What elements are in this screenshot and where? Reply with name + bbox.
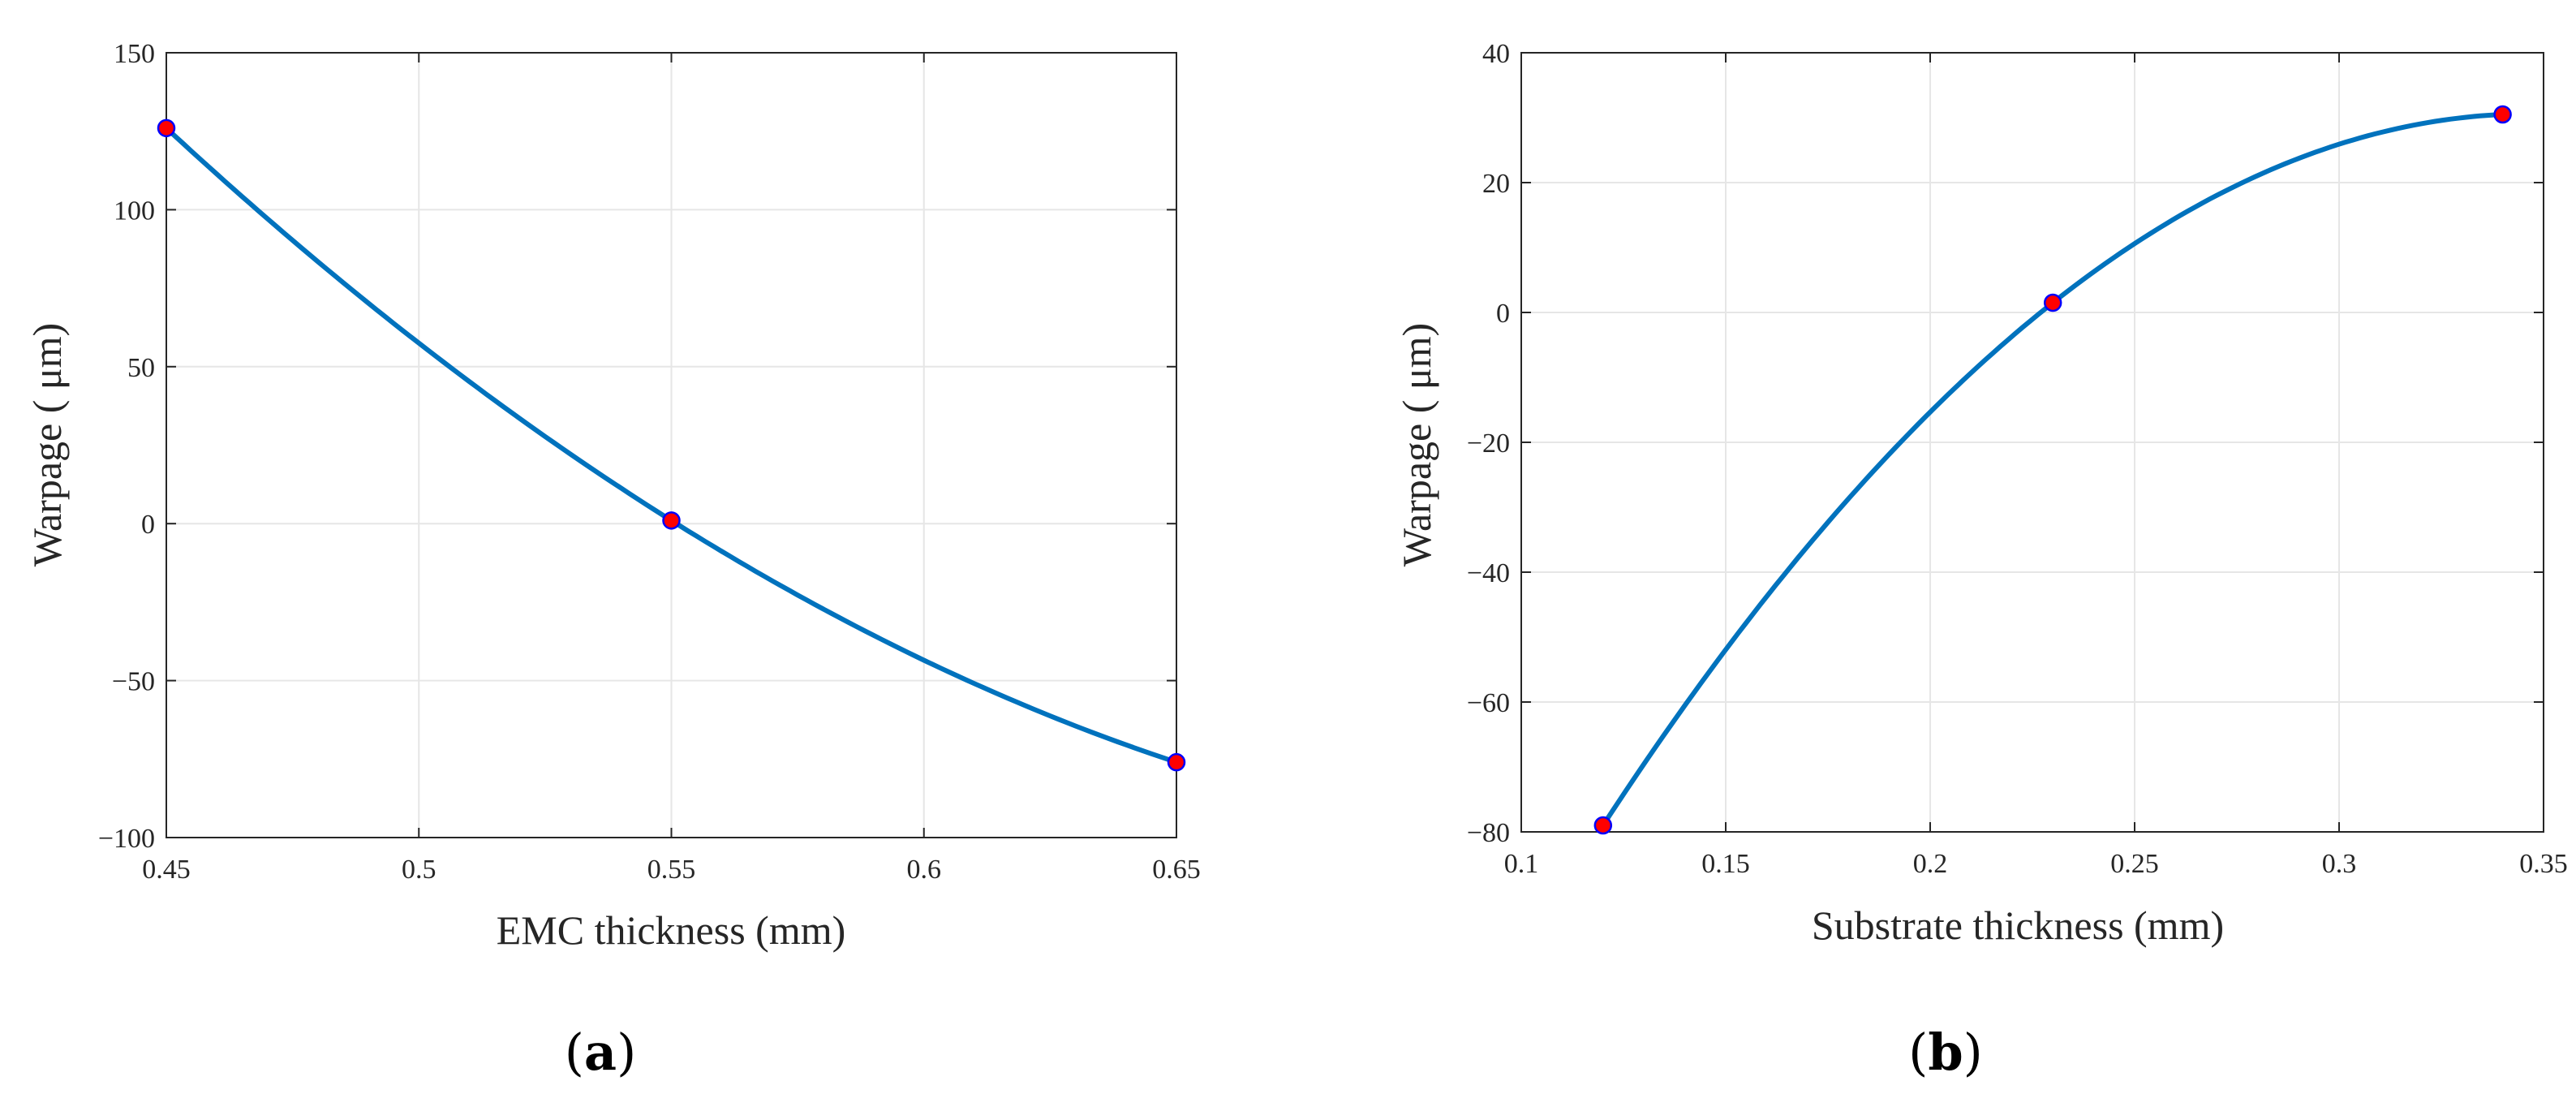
- chart-a-ytick-label: 150: [114, 39, 155, 69]
- chart-a-data-point: [662, 511, 681, 530]
- chart-a-ytick-label: 50: [127, 353, 155, 383]
- chart-b-grid: [1521, 53, 2544, 832]
- chart-b-ytick-label: −60: [1467, 688, 1510, 718]
- chart-b-ytick-label: 40: [1482, 39, 1510, 69]
- chart-b: 0.1 0.15 0.2 0.25 0.3 0.35 −80 −60 −40 −20 0 20 40 S…: [1394, 39, 2568, 1082]
- chart-a-xtick-label: 0.45: [142, 855, 191, 885]
- chart-b-xtick-label: 0.25: [2110, 849, 2159, 879]
- chart-a-markers: [157, 118, 1186, 772]
- chart-b-ytick-label: 0: [1496, 299, 1510, 329]
- chart-a-ytick-label: 0: [141, 510, 155, 540]
- chart-a-xtick-label: 0.65: [1152, 855, 1201, 885]
- panel-label-b-open: (: [1908, 1023, 1928, 1082]
- chart-a-xtick-label: 0.55: [647, 855, 696, 885]
- chart-a-ytick-label: −100: [98, 824, 155, 854]
- chart-b-xlabel: Substrate thickness (mm): [1812, 902, 2224, 948]
- panel-label-b: (b): [1908, 1023, 1983, 1082]
- chart-b-xtick-label: 0.3: [2322, 849, 2357, 879]
- chart-a-xtick-label: 0.5: [402, 855, 437, 885]
- chart-b-data-point: [2043, 293, 2062, 312]
- panel-label-a: (a): [565, 1023, 637, 1082]
- chart-a-data-point: [157, 118, 176, 138]
- chart-b-xtick-label: 0.2: [1913, 849, 1948, 879]
- chart-b-xtick-label: 0.35: [2519, 849, 2568, 879]
- chart-b-xtick-label: 0.1: [1504, 849, 1539, 879]
- panel-label-a-close: ): [617, 1023, 636, 1082]
- chart-a-grid: [166, 53, 1176, 838]
- chart-b-ytick-label: −80: [1467, 818, 1510, 848]
- chart-a-xtick-label: 0.6: [907, 855, 942, 885]
- chart-b-ylabel: Warpage ( μm): [1394, 323, 1439, 566]
- chart-a-xlabel: EMC thickness (mm): [497, 907, 846, 953]
- chart-b-data-point: [2493, 105, 2512, 124]
- chart-b-series-fit-line: [1600, 112, 2505, 828]
- chart-b-ytick-label: 20: [1482, 169, 1510, 199]
- chart-a-data-point: [1167, 752, 1186, 772]
- panel-label-b-letter: b: [1928, 1023, 1963, 1082]
- chart-b-ytick-label: −40: [1467, 558, 1510, 588]
- panel-label-a-letter: a: [584, 1023, 617, 1082]
- chart-b-markers: [1593, 105, 2512, 835]
- chart-a-ytick-label: −50: [112, 667, 155, 697]
- chart-a-ytick-label: 100: [114, 196, 155, 226]
- chart-b-ticks: 0.1 0.15 0.2 0.25 0.3 0.35 −80 −60 −40 −20 0 20 40: [1467, 39, 2568, 879]
- chart-a-ylabel: Warpage ( μm): [24, 323, 70, 566]
- chart-b-data-point: [1593, 816, 1613, 835]
- chart-a-ticks: 0.45 0.5 0.55 0.6 0.65 −100 −50 0 50 100 150: [98, 39, 1201, 885]
- panel-label-a-open: (: [565, 1023, 584, 1082]
- chart-b-ytick-label: −20: [1467, 429, 1510, 459]
- chart-b-xtick-label: 0.15: [1701, 849, 1750, 879]
- panel-label-b-close: ): [1963, 1023, 1983, 1082]
- chart-a: 0.45 0.5 0.55 0.6 0.65 −100 −50 0 50 100 150 EMC t…: [24, 39, 1201, 1082]
